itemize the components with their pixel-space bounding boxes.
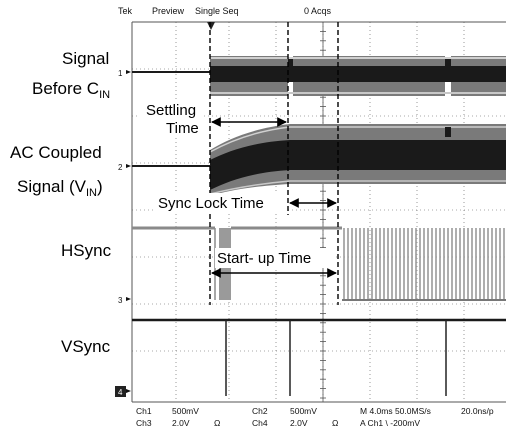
channel-3-marker-icon [126,297,131,301]
trigger-readout: A Ch1 \ -200mV [360,418,420,428]
ac-coupled-label-line1: AC Coupled [10,143,102,162]
channel-4-marker-icon [126,389,131,393]
annotations: Settling Time Sync Lock Time Start- up T… [140,99,337,278]
ch3-coupling: Ω [214,418,220,428]
ch2-scale: 500mV [290,406,317,416]
startup-time-label: Start- up Time [217,250,311,267]
trace-ch1 [132,56,506,96]
settling-time-label-line2: Time [166,120,199,137]
channel-1-marker-icon [126,70,131,74]
ch3-label: Ch3 [136,418,152,428]
acq-count: 0 Acqs [304,6,332,16]
acquisition-label: Single Seq [195,6,239,16]
channel-marker-1: 1 [118,69,123,78]
ch4-coupling: Ω [332,418,338,428]
settling-time-label-line1: Settling [146,102,196,119]
ch1-scale: 500mV [172,406,199,416]
channel-marker-2: 2 [118,163,123,172]
mode-label: Preview [152,6,185,16]
trigger-position-icon [207,22,215,30]
ch4-scale: 2.0V [290,418,308,428]
hsync-label: HSync [61,241,112,260]
ac-coupled-label-line2: Signal (VIN) [17,177,103,199]
signal-before-label-line1: Signal [62,49,109,68]
ch2-label: Ch2 [252,406,268,416]
status-footer: Ch1 500mV Ch2 500mV M 4.0ms 50.0MS/s 20.… [112,403,506,432]
waveform-traces [132,56,506,396]
sample-interval-readout: 20.0ns/p [461,406,494,416]
signal-before-label-line2: Before CIN [32,79,110,101]
trace-labels: Signal Before CIN AC Coupled Signal (VIN… [10,49,112,356]
channel-2-marker-icon [126,164,131,168]
hsync-pulse-train [343,228,505,300]
channel-marker-3: 3 [118,296,123,305]
sync-lock-time-label: Sync Lock Time [158,195,264,212]
timing-markers [209,22,339,305]
ch1-label: Ch1 [136,406,152,416]
status-header: Tek Preview Single Seq 0 Acqs [112,4,506,19]
timebase-readout: M 4.0ms 50.0MS/s [360,406,431,416]
ch4-label: Ch4 [252,418,268,428]
ch3-scale: 2.0V [172,418,190,428]
channel-4-marker-box [115,386,126,397]
channel-marker-4: 4 [118,388,123,397]
vsync-label: VSync [61,337,111,356]
brand-label: Tek [118,6,133,16]
trace-ch4 [132,318,506,396]
channel-markers: 1 2 3 4 [115,69,131,397]
